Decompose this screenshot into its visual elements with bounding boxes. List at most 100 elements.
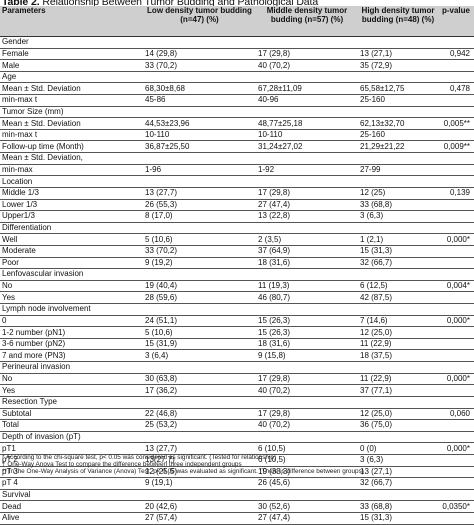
cell-p-value: 0,000* <box>438 233 474 246</box>
cell-high: 36 (75,0) <box>358 419 438 432</box>
cell-low <box>143 489 256 502</box>
cell-parameter: Dead <box>0 500 143 513</box>
cell-low: 33 (70,2) <box>143 59 256 72</box>
cell-low: 13 (27,7) <box>143 442 256 455</box>
cell-high: 25-160 <box>358 129 438 142</box>
cell-middle: 40 (70,2) <box>256 384 358 397</box>
table-row: Mean ± Std. Deviation 44,53±23,96 48,77±25… <box>0 117 474 130</box>
cell-parameter: Yes <box>0 384 143 397</box>
cell-low: 9 (19,2) <box>143 257 256 270</box>
cell-middle: 17 (29,8) <box>256 187 358 200</box>
table-row: 7 and more (PN3) 3 (6,4) 9 (15,8) 18 (37,5) <box>0 349 474 363</box>
cell-low: 27 (57,4) <box>143 512 256 525</box>
cell-parameter: pT 4 <box>0 477 143 490</box>
table-row: pT 3 12 (25,5) 19 (33,3) 13 (27,1) <box>0 466 474 479</box>
table-row: Lenfovascular invasion <box>0 268 474 281</box>
cell-high <box>358 431 438 444</box>
cell-p-value <box>438 199 474 212</box>
table-row: Perineural invasion <box>0 361 474 374</box>
table-row: min-max t 45-86 40-96 25-160 <box>0 94 474 107</box>
table-row: Age <box>0 71 474 84</box>
cell-high <box>358 268 438 281</box>
cell-parameter: min-max t <box>0 129 143 142</box>
cell-p-value: 0,478 <box>438 82 474 96</box>
cell-middle <box>256 361 358 374</box>
cell-parameter: 3-6 number (pN2) <box>0 338 143 351</box>
table-row: Follow-up time (Month) 36,87±25,50 31,24±2… <box>0 140 474 154</box>
cell-high: 33 (68,8) <box>358 199 438 212</box>
cell-parameter: Age <box>0 71 143 84</box>
cell-low <box>143 71 256 84</box>
cell-middle <box>256 71 358 84</box>
cell-low: 17 (36,2) <box>143 384 256 397</box>
cell-middle: 27 (47,4) <box>256 199 358 212</box>
cell-high: 18 (37,5) <box>358 349 438 363</box>
cell-high: 12 (25,0) <box>358 408 438 421</box>
cell-middle <box>256 222 358 235</box>
cell-middle: 10-110 <box>256 129 358 142</box>
table-row: Female 14 (29,8) 17 (29,8) 13 (27,1) 0,942 <box>0 48 474 61</box>
table-row: Well 5 (10,6) 2 (3,5) 1 (2,1) 0,000* <box>0 233 474 246</box>
cell-p-value <box>438 477 474 490</box>
cell-low: 19 (40,4) <box>143 280 256 293</box>
cell-middle: 6 (10,5) <box>256 442 358 455</box>
cell-middle <box>256 106 358 119</box>
table-row: Middle 1/3 13 (27,7) 17 (29,8) 12 (25) 0,139 <box>0 187 474 200</box>
cell-parameter: Male <box>0 59 143 72</box>
table-row: Total 25 (53,2) 40 (70,2) 36 (75,0) <box>0 419 474 432</box>
table-row: Depth of invasion (pT) <box>0 431 474 444</box>
cell-high <box>358 396 438 409</box>
cell-middle: 40 (70,2) <box>256 419 358 432</box>
cell-p-value <box>438 106 474 119</box>
cell-high: 62,13±32,70 <box>358 117 438 130</box>
cell-p-value <box>438 164 474 177</box>
cell-parameter: No <box>0 280 143 293</box>
cell-parameter: Tumor Size (mm) <box>0 106 143 119</box>
cell-middle: 67,28±11,09 <box>256 82 358 96</box>
cell-low: 30 (63,8) <box>143 373 256 386</box>
cell-high: 7 (14,6) <box>358 315 438 328</box>
cell-high: 32 (66,7) <box>358 257 438 270</box>
cell-p-value <box>438 152 474 165</box>
cell-low: 68,30±8,68 <box>143 82 256 96</box>
cell-middle: 1-92 <box>256 164 358 177</box>
cell-parameter: Lower 1/3 <box>0 199 143 212</box>
cell-high: 15 (31,3) <box>358 245 438 258</box>
cell-high: 27-99 <box>358 164 438 177</box>
cell-low <box>143 303 256 316</box>
table-row: Differentiation <box>0 222 474 235</box>
table-label: Table 2. <box>2 0 40 8</box>
cell-p-value <box>438 94 474 107</box>
cell-high: 1 (2,1) <box>358 233 438 246</box>
cell-low <box>143 396 256 409</box>
cell-middle: 17 (29,8) <box>256 408 358 421</box>
table-title: Table 2. Relationship Between Tumor Budd… <box>2 0 318 8</box>
cell-middle <box>256 268 358 281</box>
cell-p-value: 0,139 <box>438 187 474 200</box>
cell-middle: 18 (31,6) <box>256 338 358 351</box>
cell-parameter: Resection Type <box>0 396 143 409</box>
cell-middle <box>256 396 358 409</box>
cell-low: 22 (46,8) <box>143 408 256 421</box>
cell-high: 42 (87,5) <box>358 291 438 304</box>
cell-high: 65,58±12,75 <box>358 82 438 96</box>
cell-high: 11 (22,9) <box>358 338 438 351</box>
header-p-value: p-value <box>438 6 474 37</box>
header-high-density: High density tumor budding (n=48) (%) <box>358 6 438 37</box>
cell-low: 26 (55,3) <box>143 199 256 212</box>
cell-parameter: Follow-up time (Month) <box>0 140 143 154</box>
header-low-density: Low density tumor budding (n=47) (%) <box>143 6 256 37</box>
cell-p-value <box>438 396 474 409</box>
cell-middle <box>256 175 358 188</box>
cell-high: 0 (0) <box>358 442 438 455</box>
table-row: Subtotal 22 (46,8) 17 (29,8) 12 (25,0) 0,060 <box>0 408 474 421</box>
cell-middle: 2 (3,5) <box>256 233 358 246</box>
cell-parameter: Gender <box>0 36 143 49</box>
footnote-anova-significance: ** In the One-Way Analysis of Variance (… <box>2 468 364 475</box>
table-row: Upper1/3 8 (17,0) 13 (22,8) 3 (6,3) <box>0 210 474 223</box>
cell-p-value: 0,005** <box>438 117 474 130</box>
cell-middle: 15 (26,3) <box>256 326 358 339</box>
cell-middle: 15 (26,3) <box>256 315 358 328</box>
cell-p-value <box>438 59 474 72</box>
